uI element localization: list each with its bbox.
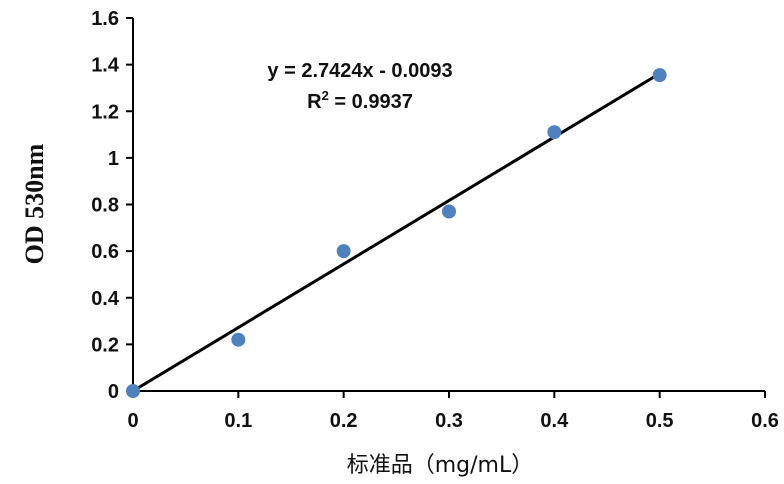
data-point — [547, 125, 562, 140]
y-tick-label: 0.2 — [91, 334, 119, 356]
data-point — [336, 244, 351, 259]
r-squared-prefix: R — [307, 91, 322, 113]
r-squared-value: = 0.9937 — [329, 91, 413, 113]
x-axis-title: 标准品（mg/mL） — [347, 453, 534, 478]
x-tick-label: 0.5 — [646, 410, 674, 432]
y-tick-label: 0.8 — [91, 195, 119, 217]
y-tick-label: 0 — [108, 381, 119, 403]
x-tick-label: 0.6 — [751, 410, 779, 432]
data-point — [231, 332, 246, 347]
y-tick-label: 1.6 — [91, 8, 119, 30]
x-tick-label: 0.1 — [224, 410, 252, 432]
trendline-equation: y = 2.7424x - 0.0093 — [267, 60, 452, 82]
x-tick-label: 0.3 — [435, 410, 463, 432]
r-squared-exponent: 2 — [322, 88, 329, 103]
trendline — [132, 72, 661, 393]
y-tick-label: 1.2 — [91, 101, 119, 123]
x-tick-label: 0 — [127, 410, 138, 432]
r-squared-label: R2 = 0.9937 — [307, 88, 413, 113]
y-axis-ticks: 0 0.2 0.4 0.6 0.8 1 1.2 1.4 1.6 — [91, 8, 133, 403]
y-tick-label: 1 — [108, 148, 119, 170]
x-tick-label: 0.4 — [540, 410, 569, 432]
y-tick-label: 0.6 — [91, 241, 119, 263]
axes: 0 0.2 0.4 0.6 0.8 1 1.2 1.4 1.6 0 0.1 0.2 0.3 0.4 0.5… — [91, 8, 779, 432]
data-point — [126, 384, 140, 398]
data-points — [126, 68, 667, 398]
x-tick-label: 0.2 — [330, 410, 358, 432]
y-tick-label: 1.4 — [91, 55, 120, 77]
y-axis-title: OD 530nm — [20, 143, 49, 264]
x-axis-ticks: 0 0.1 0.2 0.3 0.4 0.5 0.6 — [127, 391, 779, 432]
y-tick-label: 0.4 — [91, 288, 120, 310]
data-point — [652, 68, 667, 83]
data-point — [442, 204, 456, 219]
